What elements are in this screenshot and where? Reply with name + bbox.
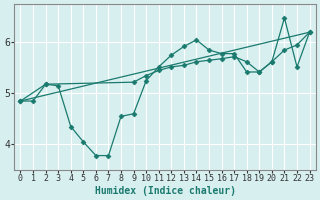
X-axis label: Humidex (Indice chaleur): Humidex (Indice chaleur) [94,186,236,196]
